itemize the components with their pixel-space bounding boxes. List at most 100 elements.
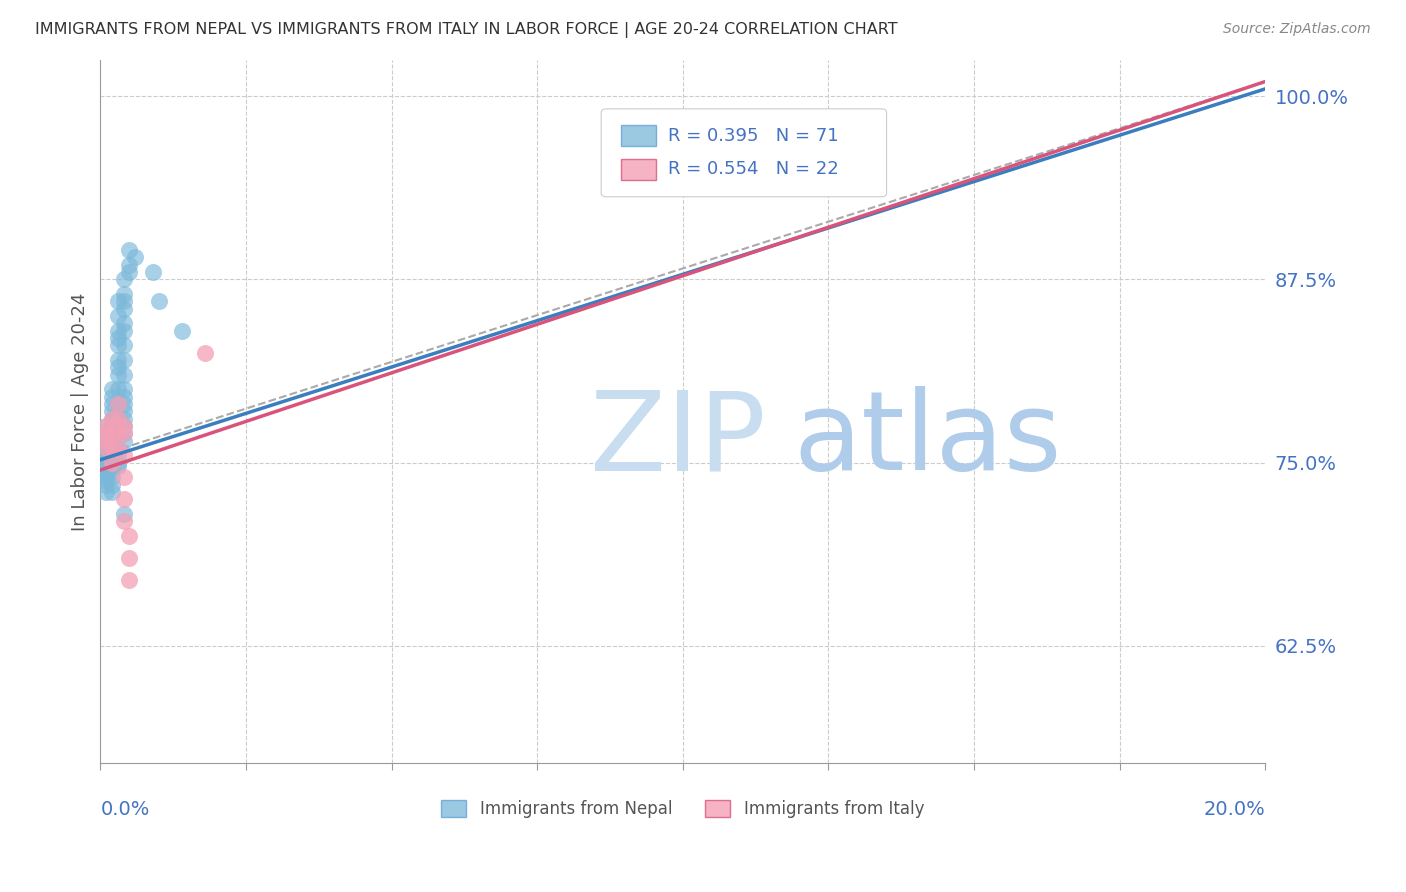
Point <box>107 397 129 411</box>
Point <box>112 434 135 448</box>
Point <box>101 456 124 470</box>
Point <box>112 390 135 404</box>
Point <box>112 383 135 397</box>
Point <box>112 397 135 411</box>
Point <box>96 463 118 477</box>
Point <box>112 294 135 309</box>
Point <box>101 448 124 462</box>
Point <box>96 419 118 434</box>
Point <box>112 317 135 331</box>
Text: 20.0%: 20.0% <box>1204 800 1265 819</box>
Point <box>170 324 193 338</box>
Point <box>96 485 118 500</box>
Point <box>101 470 124 484</box>
Text: 0.0%: 0.0% <box>100 800 149 819</box>
Point <box>112 448 135 462</box>
Point <box>107 426 129 441</box>
Point <box>107 331 129 345</box>
Point <box>118 573 141 587</box>
Point <box>148 294 170 309</box>
Point <box>107 441 129 455</box>
Point <box>96 434 118 448</box>
Point <box>107 411 129 425</box>
Point <box>101 419 124 434</box>
Point <box>101 441 124 455</box>
Point <box>107 360 129 375</box>
Point <box>107 338 129 352</box>
Point <box>96 477 118 491</box>
Text: IMMIGRANTS FROM NEPAL VS IMMIGRANTS FROM ITALY IN LABOR FORCE | AGE 20-24 CORREL: IMMIGRANTS FROM NEPAL VS IMMIGRANTS FROM… <box>35 22 898 38</box>
Point <box>96 441 118 455</box>
Point <box>96 419 118 434</box>
Point <box>112 470 135 484</box>
Point <box>107 458 129 473</box>
Point <box>101 397 124 411</box>
Point <box>112 301 135 316</box>
Point <box>101 456 124 470</box>
Point <box>101 390 124 404</box>
Point <box>107 426 129 441</box>
Point <box>101 463 124 477</box>
Point <box>96 444 118 458</box>
Point <box>96 456 118 470</box>
Point <box>96 426 118 441</box>
Point <box>101 426 124 441</box>
Point <box>96 426 118 441</box>
Point <box>112 411 135 425</box>
Point <box>112 324 135 338</box>
Point <box>107 441 129 455</box>
Point <box>118 258 141 272</box>
Point <box>107 324 129 338</box>
Point <box>112 514 135 528</box>
Text: R = 0.395   N = 71: R = 0.395 N = 71 <box>668 127 838 145</box>
Point <box>101 411 124 425</box>
Bar <box>621 159 657 180</box>
Point <box>101 477 124 491</box>
Point <box>96 441 118 455</box>
Text: Source: ZipAtlas.com: Source: ZipAtlas.com <box>1223 22 1371 37</box>
Point <box>101 411 124 425</box>
Point <box>107 294 129 309</box>
Point <box>112 368 135 382</box>
Point <box>124 251 146 265</box>
Point <box>107 456 129 470</box>
FancyBboxPatch shape <box>602 109 887 197</box>
Text: ZIP: ZIP <box>589 386 765 493</box>
Point <box>118 265 141 279</box>
Point <box>96 470 118 484</box>
Y-axis label: In Labor Force | Age 20-24: In Labor Force | Age 20-24 <box>72 293 89 531</box>
Point <box>96 448 118 462</box>
Point <box>142 265 165 279</box>
Point <box>194 345 217 359</box>
Point <box>112 272 135 286</box>
Point <box>96 434 118 448</box>
Point <box>112 492 135 507</box>
Point <box>112 404 135 418</box>
Text: atlas: atlas <box>793 386 1062 493</box>
Point <box>107 368 129 382</box>
Point <box>96 458 118 473</box>
Point <box>112 426 135 441</box>
Point <box>107 309 129 323</box>
Point <box>107 411 129 425</box>
Point <box>112 287 135 301</box>
Point <box>101 434 124 448</box>
Point <box>101 426 124 441</box>
Point <box>96 467 118 482</box>
Point <box>101 415 124 429</box>
Point <box>101 441 124 455</box>
Legend: Immigrants from Nepal, Immigrants from Italy: Immigrants from Nepal, Immigrants from I… <box>434 794 931 825</box>
Point <box>112 419 135 434</box>
Point <box>118 529 141 543</box>
Point <box>101 485 124 500</box>
Point <box>118 550 141 565</box>
Point <box>96 473 118 487</box>
Point <box>112 353 135 368</box>
Point <box>112 507 135 521</box>
Point <box>112 426 135 441</box>
Point <box>118 243 141 257</box>
Point <box>101 404 124 418</box>
Bar <box>621 125 657 146</box>
Point <box>107 353 129 368</box>
Point <box>107 397 129 411</box>
